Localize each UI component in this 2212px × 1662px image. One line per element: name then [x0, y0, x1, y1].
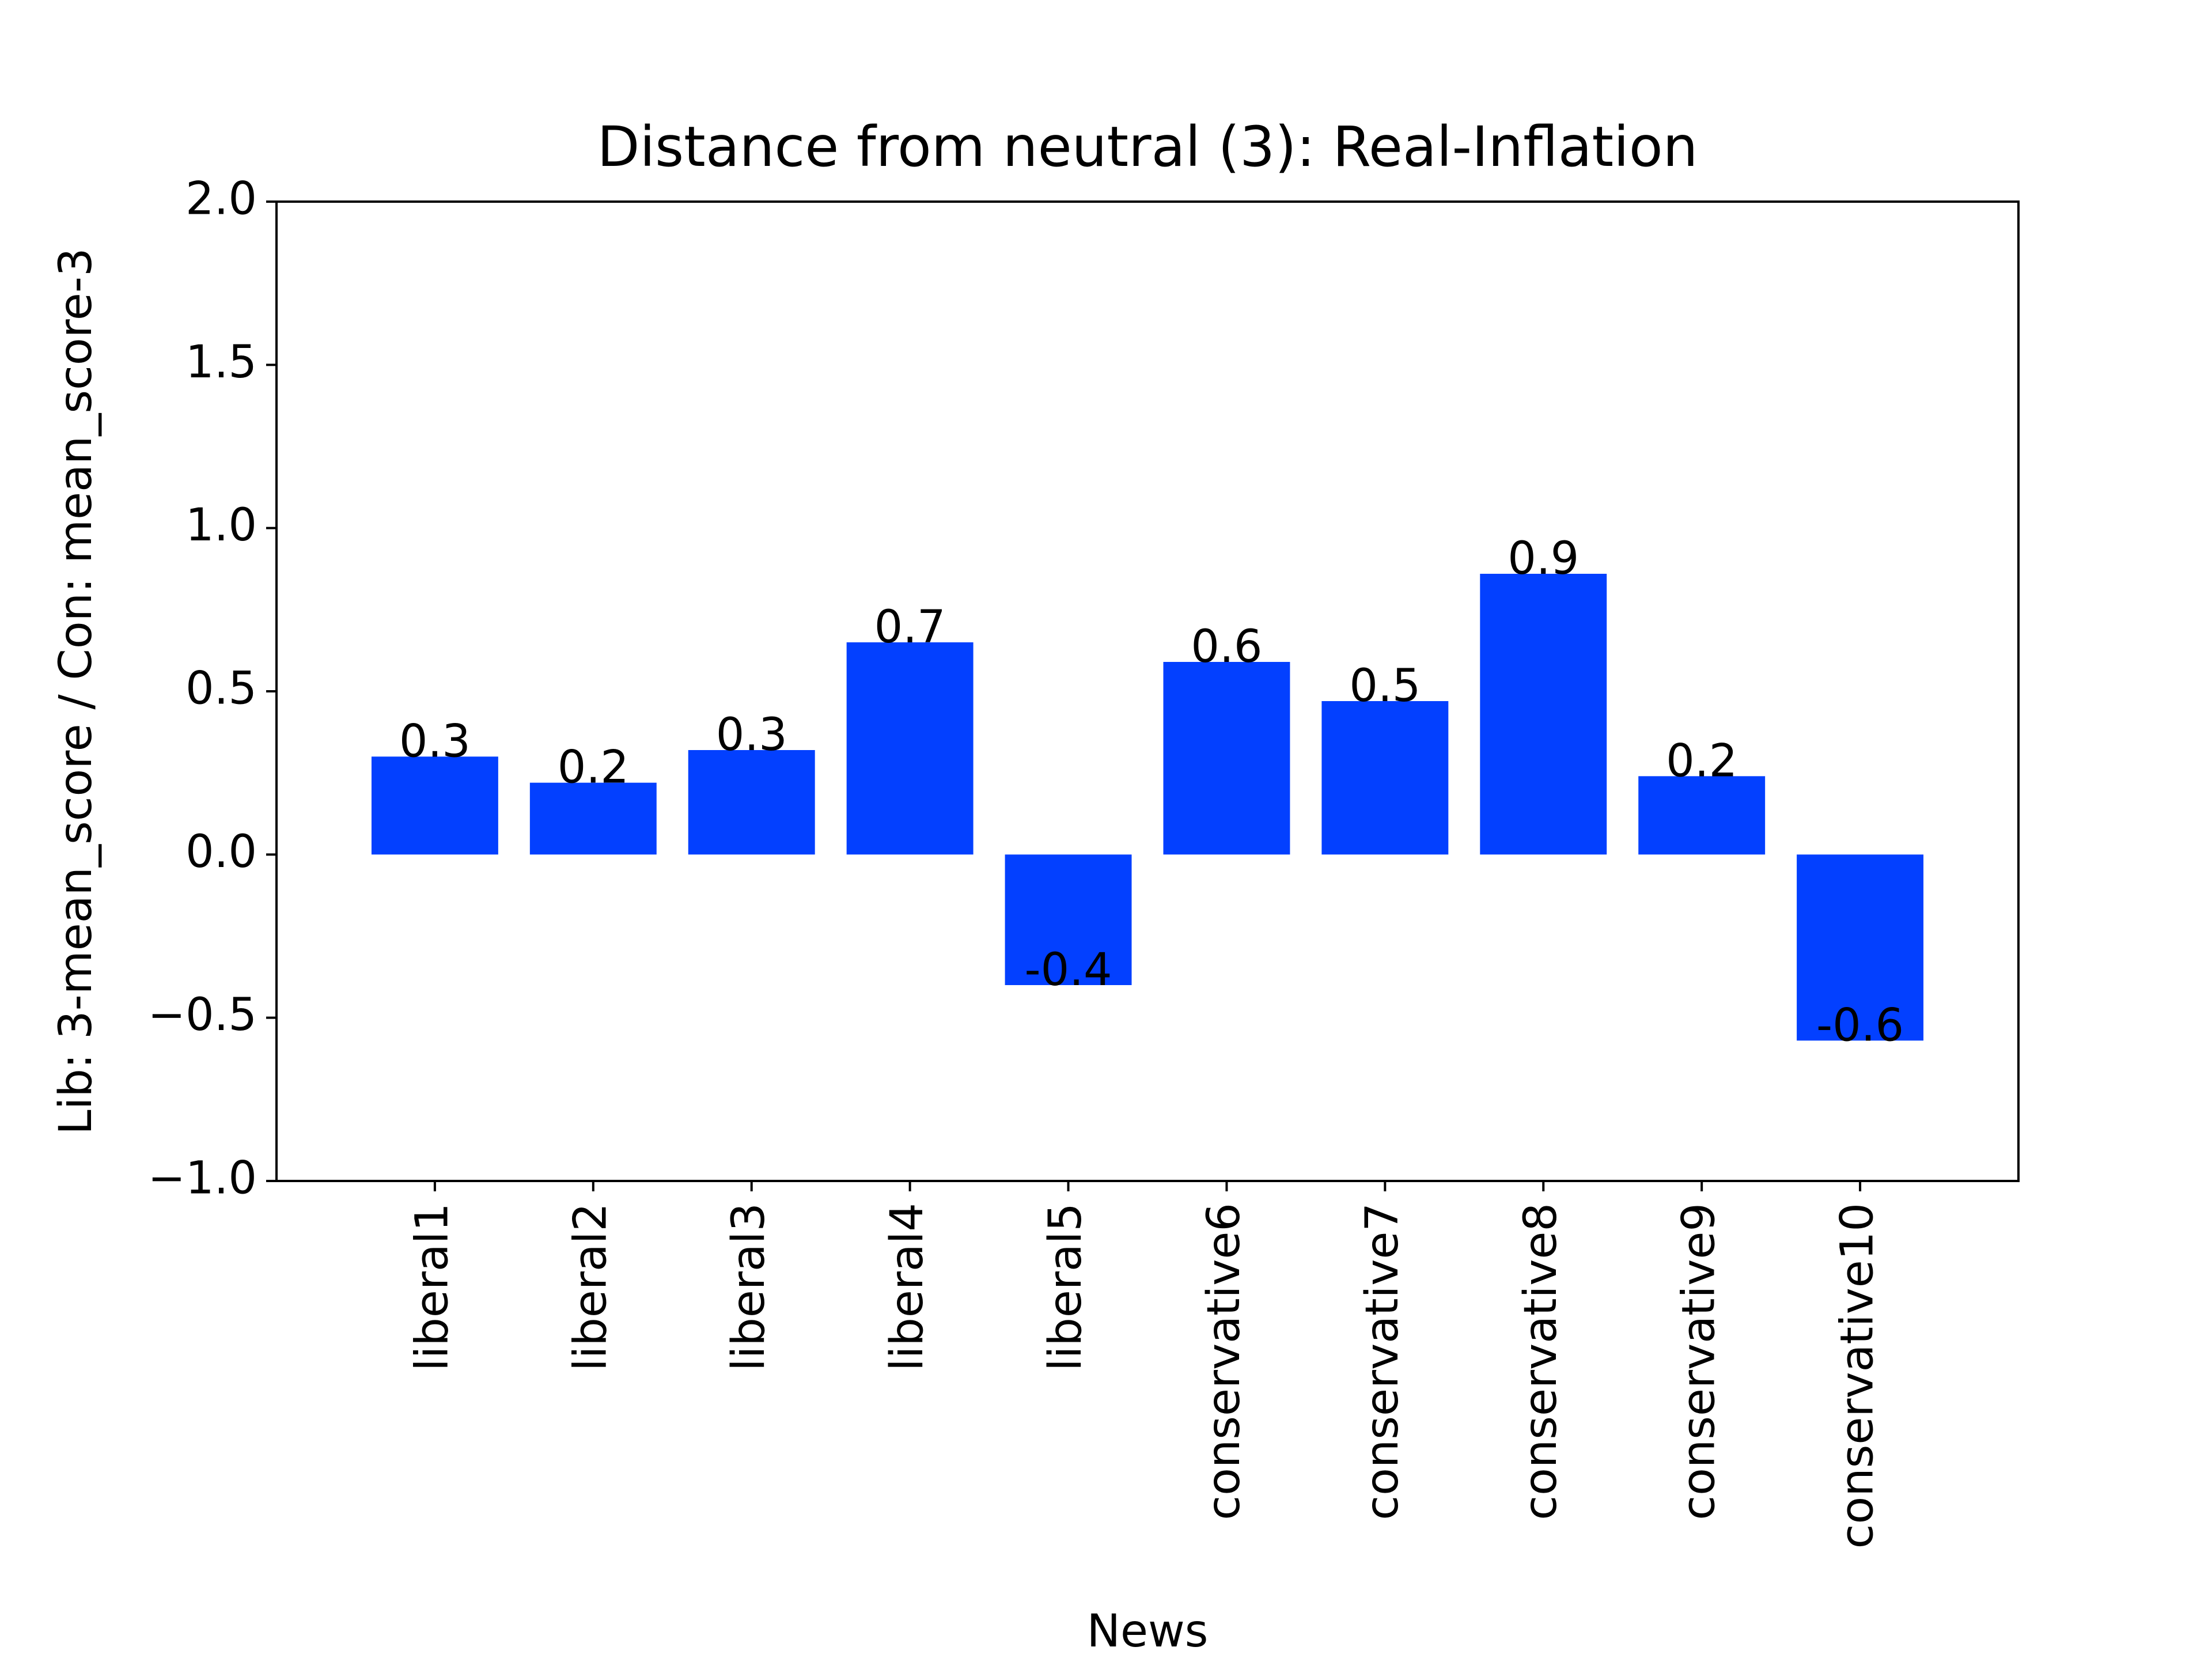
x-tick-label: liberal5	[1040, 1203, 1092, 1371]
data-label-conservative8: 0.9	[1508, 533, 1579, 585]
data-label-liberal1: 0.3	[399, 715, 471, 767]
ticks-layer	[266, 200, 1862, 1191]
data-label-liberal5: -0.4	[1024, 944, 1112, 996]
bars-layer	[371, 574, 1924, 1041]
x-tick-label: conservative6	[1198, 1203, 1250, 1520]
y-tick-label: −1.0	[148, 1152, 257, 1204]
x-tick-label: conservative7	[1357, 1203, 1408, 1520]
bar-conservative10	[1797, 854, 1924, 1041]
data-label-conservative9: 0.2	[1666, 735, 1737, 787]
bar-conservative8	[1480, 574, 1607, 855]
x-tick-label: liberal2	[565, 1203, 616, 1371]
labels-layer: 0.3 liberal1 0.2 liberal2 0.3 liberal3 0.7 libe…	[148, 173, 1904, 1549]
x-tick-label: liberal1	[406, 1203, 458, 1371]
y-tick-label: −0.5	[148, 989, 257, 1041]
bar-liberal1	[371, 756, 498, 855]
bar-conservative9	[1638, 776, 1766, 855]
bar-liberal5	[1005, 854, 1132, 985]
bar-liberal4	[846, 642, 974, 855]
plot-frame	[275, 200, 2020, 1182]
data-label-conservative10: -0.6	[1816, 1000, 1904, 1051]
y-tick-label: 0.0	[185, 826, 257, 878]
x-tick-label: liberal3	[723, 1203, 775, 1371]
y-tick-label: 0.5	[185, 662, 257, 714]
data-label-conservative6: 0.6	[1191, 621, 1262, 673]
x-tick-label: liberal4	[881, 1203, 933, 1371]
x-axis-label: News	[1087, 1606, 1209, 1657]
data-label-liberal4: 0.7	[874, 601, 946, 653]
y-axis-label: Lib: 3-mean_score / Con: mean_score-3	[50, 248, 102, 1134]
chart-title: Distance from neutral (3): Real-Inflatio…	[597, 115, 1698, 179]
bar-conservative7	[1321, 701, 1449, 855]
y-tick-label: 1.0	[185, 499, 257, 551]
bar-liberal2	[529, 782, 657, 855]
data-label-liberal3: 0.3	[716, 709, 787, 761]
x-tick-label: conservative8	[1515, 1203, 1567, 1520]
y-tick-label: 2.0	[185, 173, 257, 225]
data-label-liberal2: 0.2	[558, 742, 629, 794]
x-tick-label: conservative9	[1673, 1203, 1725, 1520]
x-tick-label: conservative10	[1832, 1203, 1884, 1549]
bar-conservative6	[1163, 662, 1290, 855]
bar-liberal3	[688, 750, 815, 855]
data-label-conservative7: 0.5	[1349, 660, 1421, 712]
y-tick-label: 1.5	[185, 336, 257, 388]
